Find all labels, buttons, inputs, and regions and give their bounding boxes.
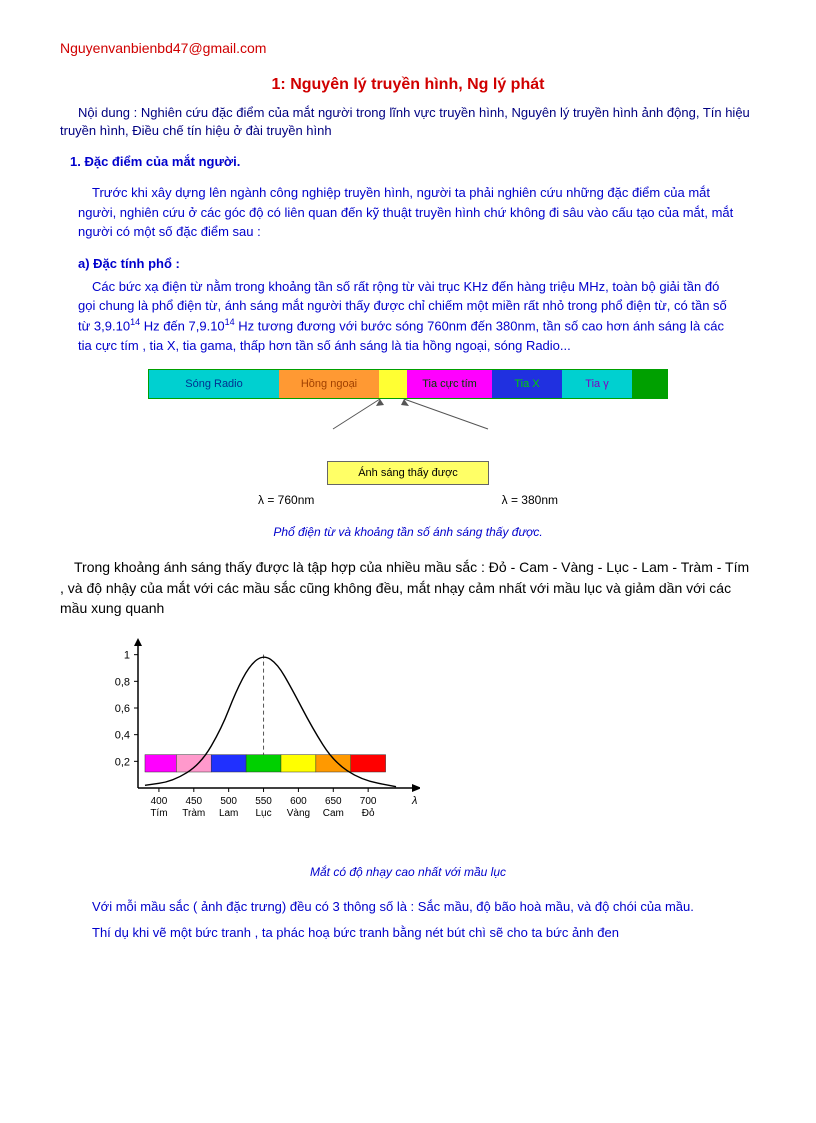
paragraph-5: Thí dụ khi vẽ một bức tranh , ta phác ho…: [78, 923, 738, 943]
spectrum-diagram: Sóng RadioHồng ngoại Tia cực tímTia XTia …: [148, 369, 668, 507]
lambda-right: λ = 380nm: [502, 493, 558, 507]
svg-text:0,4: 0,4: [115, 730, 130, 742]
svg-text:Lam: Lam: [219, 808, 238, 819]
spectrum-segment: Sóng Radio: [149, 370, 279, 398]
paragraph-2: Các bức xạ điện từ nằm trong khoảng tần …: [78, 277, 738, 355]
svg-text:λ ( nm ): λ ( nm ): [411, 795, 420, 807]
sensitivity-chart: 0,2 0,4 0,6 0,8 1 400Tím 450Tràm 500Lam 550Lục 60…: [90, 634, 756, 847]
lambda-labels: λ = 760nm λ = 380nm: [258, 493, 558, 507]
spectrum-connector: [148, 397, 668, 431]
intro-text: Nội dung : Nghiên cứu đặc điểm của mắt n…: [60, 104, 756, 140]
svg-text:0,6: 0,6: [115, 703, 130, 715]
chart-svg: 0,2 0,4 0,6 0,8 1 400Tím 450Tràm 500Lam 550Lục 60…: [90, 634, 420, 844]
svg-text:Cam: Cam: [323, 808, 344, 819]
sup-2: 14: [225, 317, 235, 327]
svg-text:650: 650: [325, 796, 342, 807]
spectrum-segment: Tia γ: [562, 370, 632, 398]
page-title: 1: Nguyên lý truyền hình, Ng lý phát: [60, 76, 756, 94]
sup-1: 14: [130, 317, 140, 327]
svg-text:450: 450: [185, 796, 202, 807]
lambda-left: λ = 760nm: [258, 493, 314, 507]
visible-light-label: Ánh sáng thấy được: [327, 461, 489, 485]
svg-text:Tím: Tím: [150, 808, 167, 819]
section-1-title: 1. Đặc điểm của mắt người.: [70, 154, 756, 169]
svg-text:0,8: 0,8: [115, 676, 130, 688]
header-email: Nguyenvanbienbd47@gmail.com: [60, 40, 756, 56]
svg-text:1: 1: [124, 650, 130, 662]
spectrum-segment: Tia cực tím: [407, 370, 492, 398]
svg-text:Vàng: Vàng: [287, 808, 310, 819]
paragraph-1: Trước khi xây dựng lên ngành công nghiệp…: [78, 183, 738, 242]
paragraph-3: Trong khoảng ánh sáng thấy được là tập h…: [60, 557, 756, 618]
svg-text:600: 600: [290, 796, 307, 807]
spectrum-segment: Tia X: [492, 370, 562, 398]
spectrum-segment: [632, 370, 667, 398]
svg-text:Tràm: Tràm: [182, 808, 205, 819]
svg-text:700: 700: [360, 796, 377, 807]
paragraph-4: Với mỗi mầu sắc ( ảnh đặc trưng) đều có …: [78, 897, 738, 917]
subsection-a: a) Đặc tính phổ :: [78, 256, 756, 271]
svg-text:Đỏ: Đỏ: [362, 807, 375, 819]
spectrum-segment: Hồng ngoại: [279, 370, 379, 398]
svg-text:0,2: 0,2: [115, 756, 130, 768]
p2-b: Hz đến 7,9.10: [140, 318, 225, 333]
spectrum-bar: Sóng RadioHồng ngoại Tia cực tímTia XTia …: [148, 369, 668, 399]
spectrum-caption: Phổ điện từ và khoảng tần số ánh sáng th…: [60, 525, 756, 539]
svg-text:550: 550: [255, 796, 272, 807]
spectrum-segment: [379, 370, 407, 398]
chart-caption: Mắt có độ nhạy cao nhất với mầu lục: [60, 865, 756, 879]
svg-text:500: 500: [220, 796, 237, 807]
svg-text:Lục: Lục: [255, 808, 271, 819]
svg-text:400: 400: [151, 796, 168, 807]
